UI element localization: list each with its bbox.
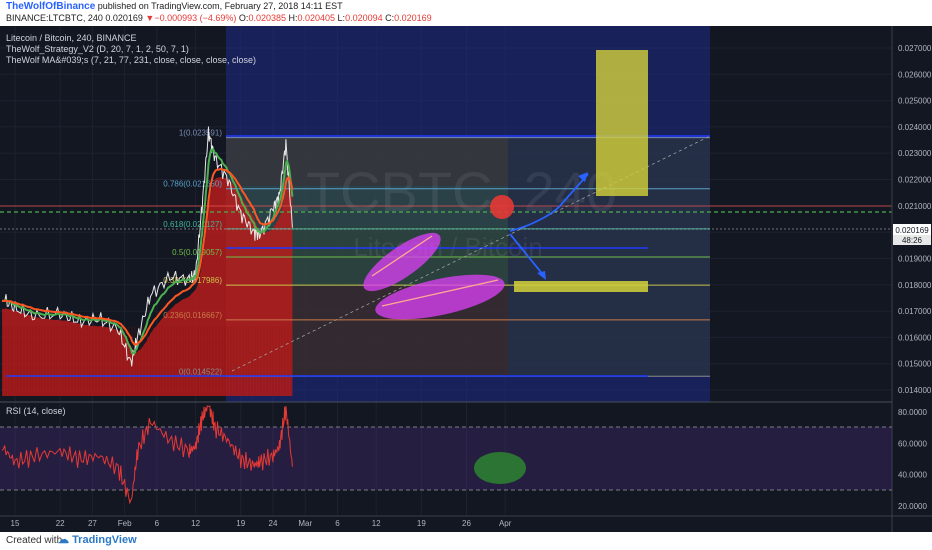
tradingview-name: TradingView	[72, 534, 137, 546]
time-tick-label: 12	[191, 519, 200, 528]
fib-level-label: 0(0.014522)	[179, 367, 222, 376]
price-tick-label: 0.026000	[898, 70, 932, 79]
strategy-fill	[2, 176, 293, 396]
price-tick-label: 0.022000	[898, 176, 932, 185]
publish-header: TheWolfOfBinance published on TradingVie…	[0, 0, 932, 26]
created-with-text: Created with	[6, 535, 63, 546]
time-tick-label: 15	[11, 519, 20, 528]
rsi-label[interactable]: RSI (14, close)	[6, 406, 66, 416]
time-tick-label: 19	[236, 519, 245, 528]
rsi-series-line	[1, 405, 293, 505]
price-tick-label: 0.016000	[898, 333, 932, 342]
open-label: O:	[236, 13, 249, 23]
red-marker-circle	[490, 195, 514, 219]
legend-study1[interactable]: TheWolf_Strategy_V2 (D, 20, 7, 1, 2, 50,…	[6, 44, 189, 54]
high-label: H:	[285, 13, 298, 23]
low-label: L:	[335, 13, 346, 23]
price-axis: 0.027000 0.026000 0.025000 0.024000 0.023000…	[898, 44, 932, 395]
legend-title: Litecoin / Bitcoin, 240, BINANCE	[6, 33, 137, 43]
chart-frame: LTCBTC, 240 Litecoin / Bitcoin 1(0.02359…	[0, 26, 932, 532]
time-tick-label: 27	[88, 519, 97, 528]
price-tick-label: 0.023000	[898, 149, 932, 158]
rsi-tick-label: 40.0000	[898, 471, 927, 480]
forecast-down-arrowhead	[537, 271, 546, 280]
fib-level-label: 0.5(0.019057)	[172, 248, 222, 257]
rsi-highlight-ellipse	[474, 452, 526, 484]
forecast-down-arrow	[509, 233, 545, 277]
symbol-ohlc-line: BINANCE:LTCBTC, 240 0.020169 ▼−0.000993 …	[6, 13, 432, 23]
publish-line: TheWolfOfBinance published on TradingVie…	[6, 1, 343, 12]
time-tick-label: Apr	[499, 519, 512, 528]
ellipse-arrow-upper	[371, 235, 433, 277]
price-tick-label: 0.025000	[898, 97, 932, 106]
price-tick-label: 0.024000	[898, 123, 932, 132]
time-tick-label: 22	[56, 519, 65, 528]
current-price-value: 0.020169	[895, 226, 929, 235]
time-tick-label: Feb	[118, 519, 132, 528]
strategy-fill-stripes	[2, 326, 292, 396]
time-tick-label: 6	[335, 519, 340, 528]
published-text: published on TradingView.com, February 2…	[95, 1, 343, 11]
tradingview-brand[interactable]: ☁ TradingView	[58, 533, 137, 546]
high-value: 0.020405	[297, 13, 336, 23]
footer: Created with ☁ TradingView	[0, 532, 932, 550]
price-tick-label: 0.017000	[898, 307, 932, 316]
price-tick-label: 0.027000	[898, 44, 932, 53]
watermark-symbol: LTCBTC, 240	[279, 160, 617, 223]
rsi-tick-label: 20.0000	[898, 502, 927, 511]
ema-mid-line	[2, 167, 294, 346]
price-series-line	[2, 126, 293, 367]
fib-level-label: 0.618(0.020127)	[163, 220, 222, 229]
price-tick-label: 0.021000	[898, 202, 932, 211]
time-tick-label: 12	[372, 519, 381, 528]
countdown-tag	[893, 235, 931, 245]
countdown-value: 48:26	[902, 236, 923, 245]
watermark-name: Litecoin / Bitcoin	[353, 232, 542, 262]
price-change: −0.000993 (−4.69%)	[154, 13, 237, 23]
ellipse-arrow-lower	[381, 279, 499, 307]
tradingview-logo-icon: ☁	[58, 534, 73, 546]
down-arrow-icon: ▼	[145, 13, 155, 23]
target-box	[596, 50, 648, 196]
ema-fast-line	[2, 147, 294, 356]
low-value: 0.020094	[345, 13, 383, 23]
fib-level-label: 0.786(0.021650)	[163, 180, 222, 189]
highlight-ellipse-upper	[363, 232, 441, 292]
time-tick-label: 6	[155, 519, 160, 528]
author-name[interactable]: TheWolfOfBinance	[6, 1, 96, 12]
rsi-tick-label: 60.0000	[898, 439, 927, 448]
price-tick-label: 0.019000	[898, 254, 932, 263]
time-tick-label: 24	[269, 519, 278, 528]
last-price: 0.020169	[102, 13, 146, 23]
close-label: C:	[382, 13, 395, 23]
legend-study2[interactable]: TheWolf MA&#039;s (7, 21, 77, 231, close…	[6, 55, 256, 65]
trend-dashed-line	[231, 135, 711, 372]
fib-band-top	[226, 136, 508, 186]
rsi-axis: 80.0000 60.0000 40.0000 20.0000	[898, 408, 927, 511]
time-tick-label: Mar	[298, 519, 312, 528]
current-price-tag	[893, 224, 931, 235]
time-axis: 15 22 27 Feb 6 12 19 24 Mar 6 12 19 26 Apr	[11, 519, 512, 528]
price-tick-label: 0.018000	[898, 281, 932, 290]
close-value: 0.020169	[394, 13, 432, 23]
price-tick-label: 0.014000	[898, 386, 932, 395]
support-box	[514, 281, 648, 292]
rsi-band	[0, 427, 892, 490]
rsi-tick-label: 80.0000	[898, 408, 927, 417]
symbol-line: BINANCE:LTCBTC, 240	[6, 13, 103, 23]
time-tick-label: 26	[462, 519, 471, 528]
forecast-up-arrow	[509, 173, 589, 232]
time-tick-label: 19	[417, 519, 426, 528]
forecast-up-arrowhead	[578, 172, 588, 182]
price-tick-label: 0.015000	[898, 360, 932, 369]
fib-level-label: 1(0.023591)	[179, 129, 222, 138]
chart-canvas[interactable]: LTCBTC, 240 Litecoin / Bitcoin 1(0.02359…	[0, 26, 932, 532]
open-value: 0.020385	[248, 13, 286, 23]
fib-level-label: 0.236(0.016667)	[163, 311, 222, 320]
